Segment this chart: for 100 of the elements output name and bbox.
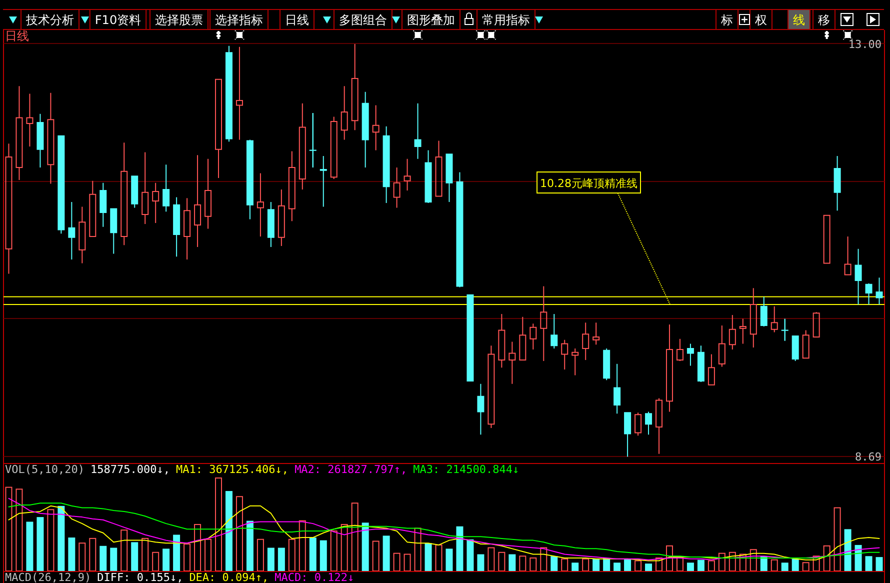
bar — [204, 538, 212, 572]
candlestick — [780, 318, 789, 342]
candlestick — [592, 322, 600, 346]
text: 标 — [720, 13, 733, 27]
bar — [844, 529, 852, 571]
chart-title: 日线 — [5, 29, 29, 43]
candlestick — [26, 93, 34, 147]
candlestick — [750, 288, 757, 348]
bar — [225, 491, 232, 571]
bar — [572, 562, 579, 571]
text: 权 — [754, 13, 767, 27]
y-tick-label: 8.69 — [855, 450, 882, 464]
candlestick — [656, 398, 663, 454]
text: F10资料 — [94, 13, 142, 27]
bar — [750, 549, 757, 572]
text: MA2: 261827.797↑, — [294, 463, 408, 476]
text: VOL(5,10,20) — [5, 463, 84, 476]
bar — [466, 539, 474, 571]
bar — [435, 544, 442, 572]
candlestick — [572, 348, 579, 376]
bar — [624, 558, 632, 571]
candlestick — [435, 140, 442, 197]
candlestick — [204, 158, 212, 230]
candlestick — [142, 152, 149, 225]
bar — [320, 540, 327, 571]
bar — [718, 552, 726, 572]
candlestick — [624, 412, 632, 458]
text: 移 — [818, 13, 830, 27]
bar — [592, 558, 600, 571]
candlestick — [792, 336, 799, 362]
candlestick — [854, 248, 862, 305]
candlestick — [686, 343, 694, 366]
bar — [446, 548, 453, 571]
text: 多图组合 — [339, 13, 387, 27]
candlestick — [603, 348, 610, 381]
bar — [550, 556, 558, 571]
bar — [16, 488, 23, 572]
bar — [477, 554, 484, 571]
candlestick — [330, 116, 338, 180]
candlestick — [267, 201, 274, 248]
bar — [708, 560, 715, 572]
bar — [131, 542, 138, 571]
candlestick — [414, 102, 422, 160]
bar — [812, 556, 820, 572]
candlestick — [68, 201, 76, 260]
candlestick — [89, 180, 96, 237]
annotation: DEA: 0.094↑, — [189, 571, 269, 583]
candlestick — [162, 164, 170, 212]
candlestick — [676, 338, 684, 362]
bar — [728, 552, 736, 572]
bar — [362, 522, 369, 571]
candlestick — [404, 158, 411, 191]
bar — [498, 552, 506, 572]
bar — [246, 520, 254, 571]
candlestick — [78, 206, 86, 264]
text: MACD(26,12,9) — [5, 571, 92, 583]
bar — [792, 558, 799, 571]
candlestick — [215, 78, 222, 179]
bar — [100, 546, 107, 571]
bar — [236, 496, 243, 572]
bar — [215, 478, 222, 572]
bar — [194, 524, 202, 572]
candlestick — [697, 345, 704, 383]
candlestick — [16, 86, 23, 180]
bar — [173, 534, 180, 571]
bar — [854, 544, 862, 571]
candlestick — [876, 277, 883, 305]
candlestick — [739, 318, 746, 344]
bar — [645, 564, 652, 571]
bar — [372, 540, 380, 572]
bar — [508, 554, 516, 571]
bar — [330, 530, 338, 572]
candlestick — [256, 172, 264, 237]
candlestick — [225, 45, 232, 142]
bar — [424, 543, 432, 571]
candlestick — [5, 143, 12, 274]
bar — [614, 562, 621, 571]
bar — [47, 509, 54, 572]
bar — [393, 552, 400, 572]
candlestick — [456, 172, 464, 288]
annotation: MACD: 0.122↓ — [274, 571, 354, 583]
bar — [676, 557, 684, 572]
text: 158775.000↓, — [90, 463, 170, 476]
candlestick — [834, 156, 841, 212]
bar — [5, 486, 12, 572]
bar — [184, 544, 191, 572]
bar — [256, 538, 264, 572]
candlestick — [351, 44, 358, 131]
bar — [68, 538, 76, 571]
bar — [162, 548, 170, 571]
bar — [739, 554, 746, 572]
text: MA1: 367125.406↓, — [176, 463, 289, 476]
bar — [278, 548, 285, 571]
bar — [634, 560, 642, 572]
candlestick — [666, 324, 673, 412]
bar — [456, 526, 464, 571]
candlestick — [865, 282, 872, 305]
candlestick — [466, 294, 474, 382]
candlestick — [236, 46, 243, 140]
candlestick — [718, 325, 726, 368]
